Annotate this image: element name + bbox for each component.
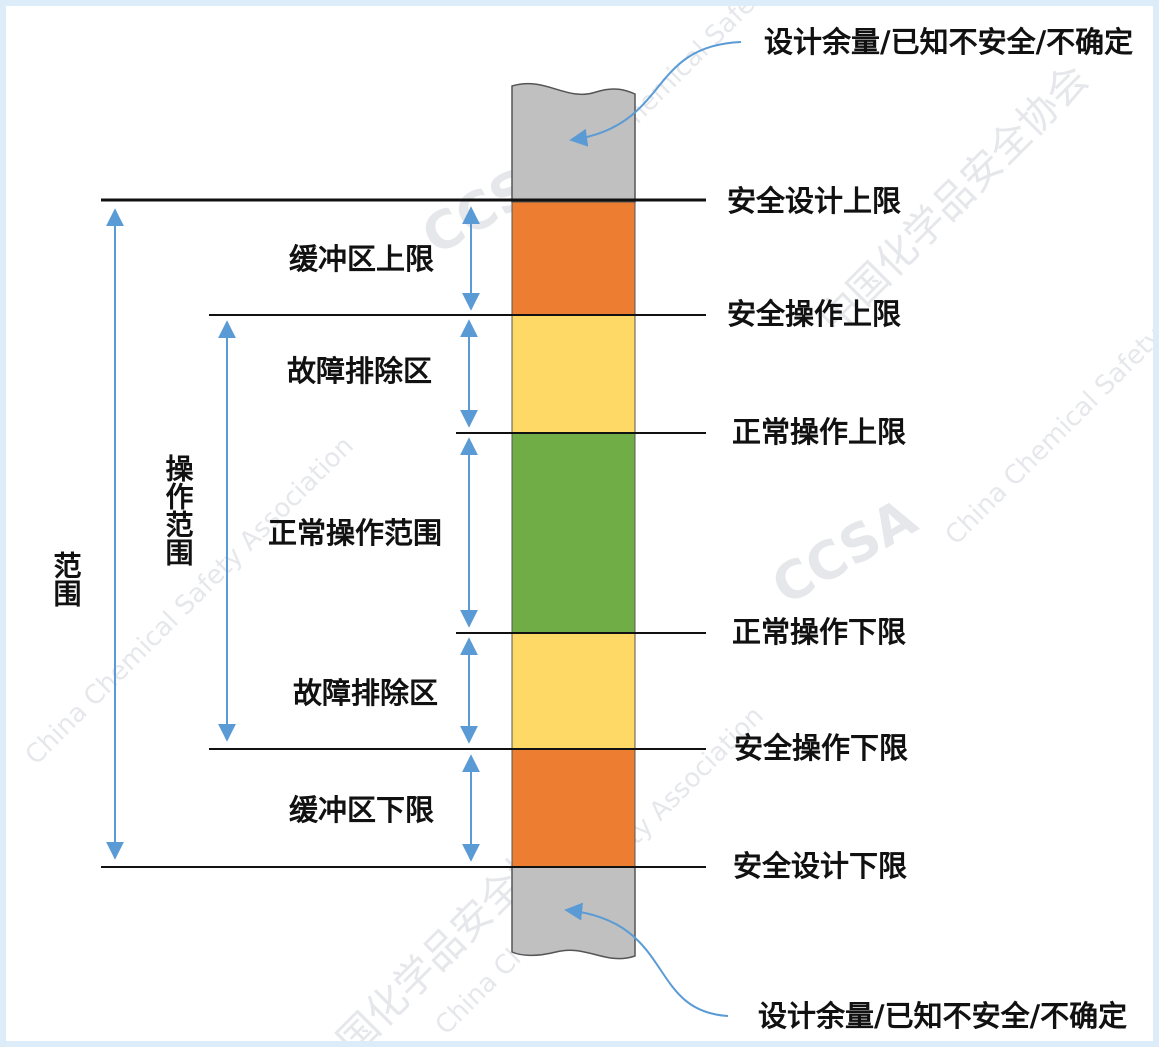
troubleshoot-upper-label: 故障排除区 (287, 354, 432, 388)
operating-range-label: 操作范围 (162, 454, 195, 566)
watermark-logo: CCSA (763, 488, 927, 617)
buffer-lower-label: 缓冲区下限 (289, 793, 434, 827)
top-note-label: 设计余量/已知不安全/不确定 (764, 25, 1133, 59)
diagram-canvas: China Chemical Safety Association China … (6, 6, 1153, 1041)
normal-op-lower-label: 正常操作下限 (732, 615, 906, 649)
bottom-note-label: 设计余量/已知不安全/不确定 (758, 999, 1127, 1033)
zone-labels: 缓冲区上限 故障排除区 正常操作范围 故障排除区 缓冲区下限 (268, 242, 442, 827)
buffer-lower-segment (511, 748, 636, 868)
safe-design-upper-label: 安全设计上限 (727, 184, 901, 218)
troubleshoot-lower-segment (511, 632, 636, 750)
limit-lines (101, 198, 706, 868)
safe-op-lower-label: 安全操作下限 (734, 731, 908, 765)
troubleshoot-upper-segment (511, 314, 636, 434)
watermark-text: China Chemical Safety Association (940, 211, 1153, 551)
buffer-upper-label: 缓冲区上限 (289, 242, 434, 276)
normal-range-label: 正常操作范围 (268, 516, 442, 550)
normal-range-segment (511, 432, 636, 634)
dimension-arrows (106, 41, 742, 1017)
top-margin-segment (511, 82, 636, 203)
top-note-pointer (569, 41, 742, 147)
normal-op-upper-label: 正常操作上限 (732, 415, 906, 449)
limit-labels: 安全设计上限 安全操作上限 正常操作上限 正常操作下限 安全操作下限 安全设计下… (727, 25, 1133, 1033)
limit-bar (511, 82, 636, 960)
range-label: 范围 (50, 551, 83, 607)
side-labels: 范围 操作范围 (50, 454, 195, 607)
safe-op-upper-label: 安全操作上限 (727, 297, 901, 331)
bottom-note-pointer (564, 902, 729, 1017)
buffer-upper-segment (511, 201, 636, 316)
safe-design-lower-label: 安全设计下限 (733, 849, 907, 883)
troubleshoot-lower-label: 故障排除区 (293, 676, 438, 710)
operating-limits-diagram: China Chemical Safety Association China … (20, 6, 1153, 1041)
bottom-margin-segment (511, 866, 636, 960)
